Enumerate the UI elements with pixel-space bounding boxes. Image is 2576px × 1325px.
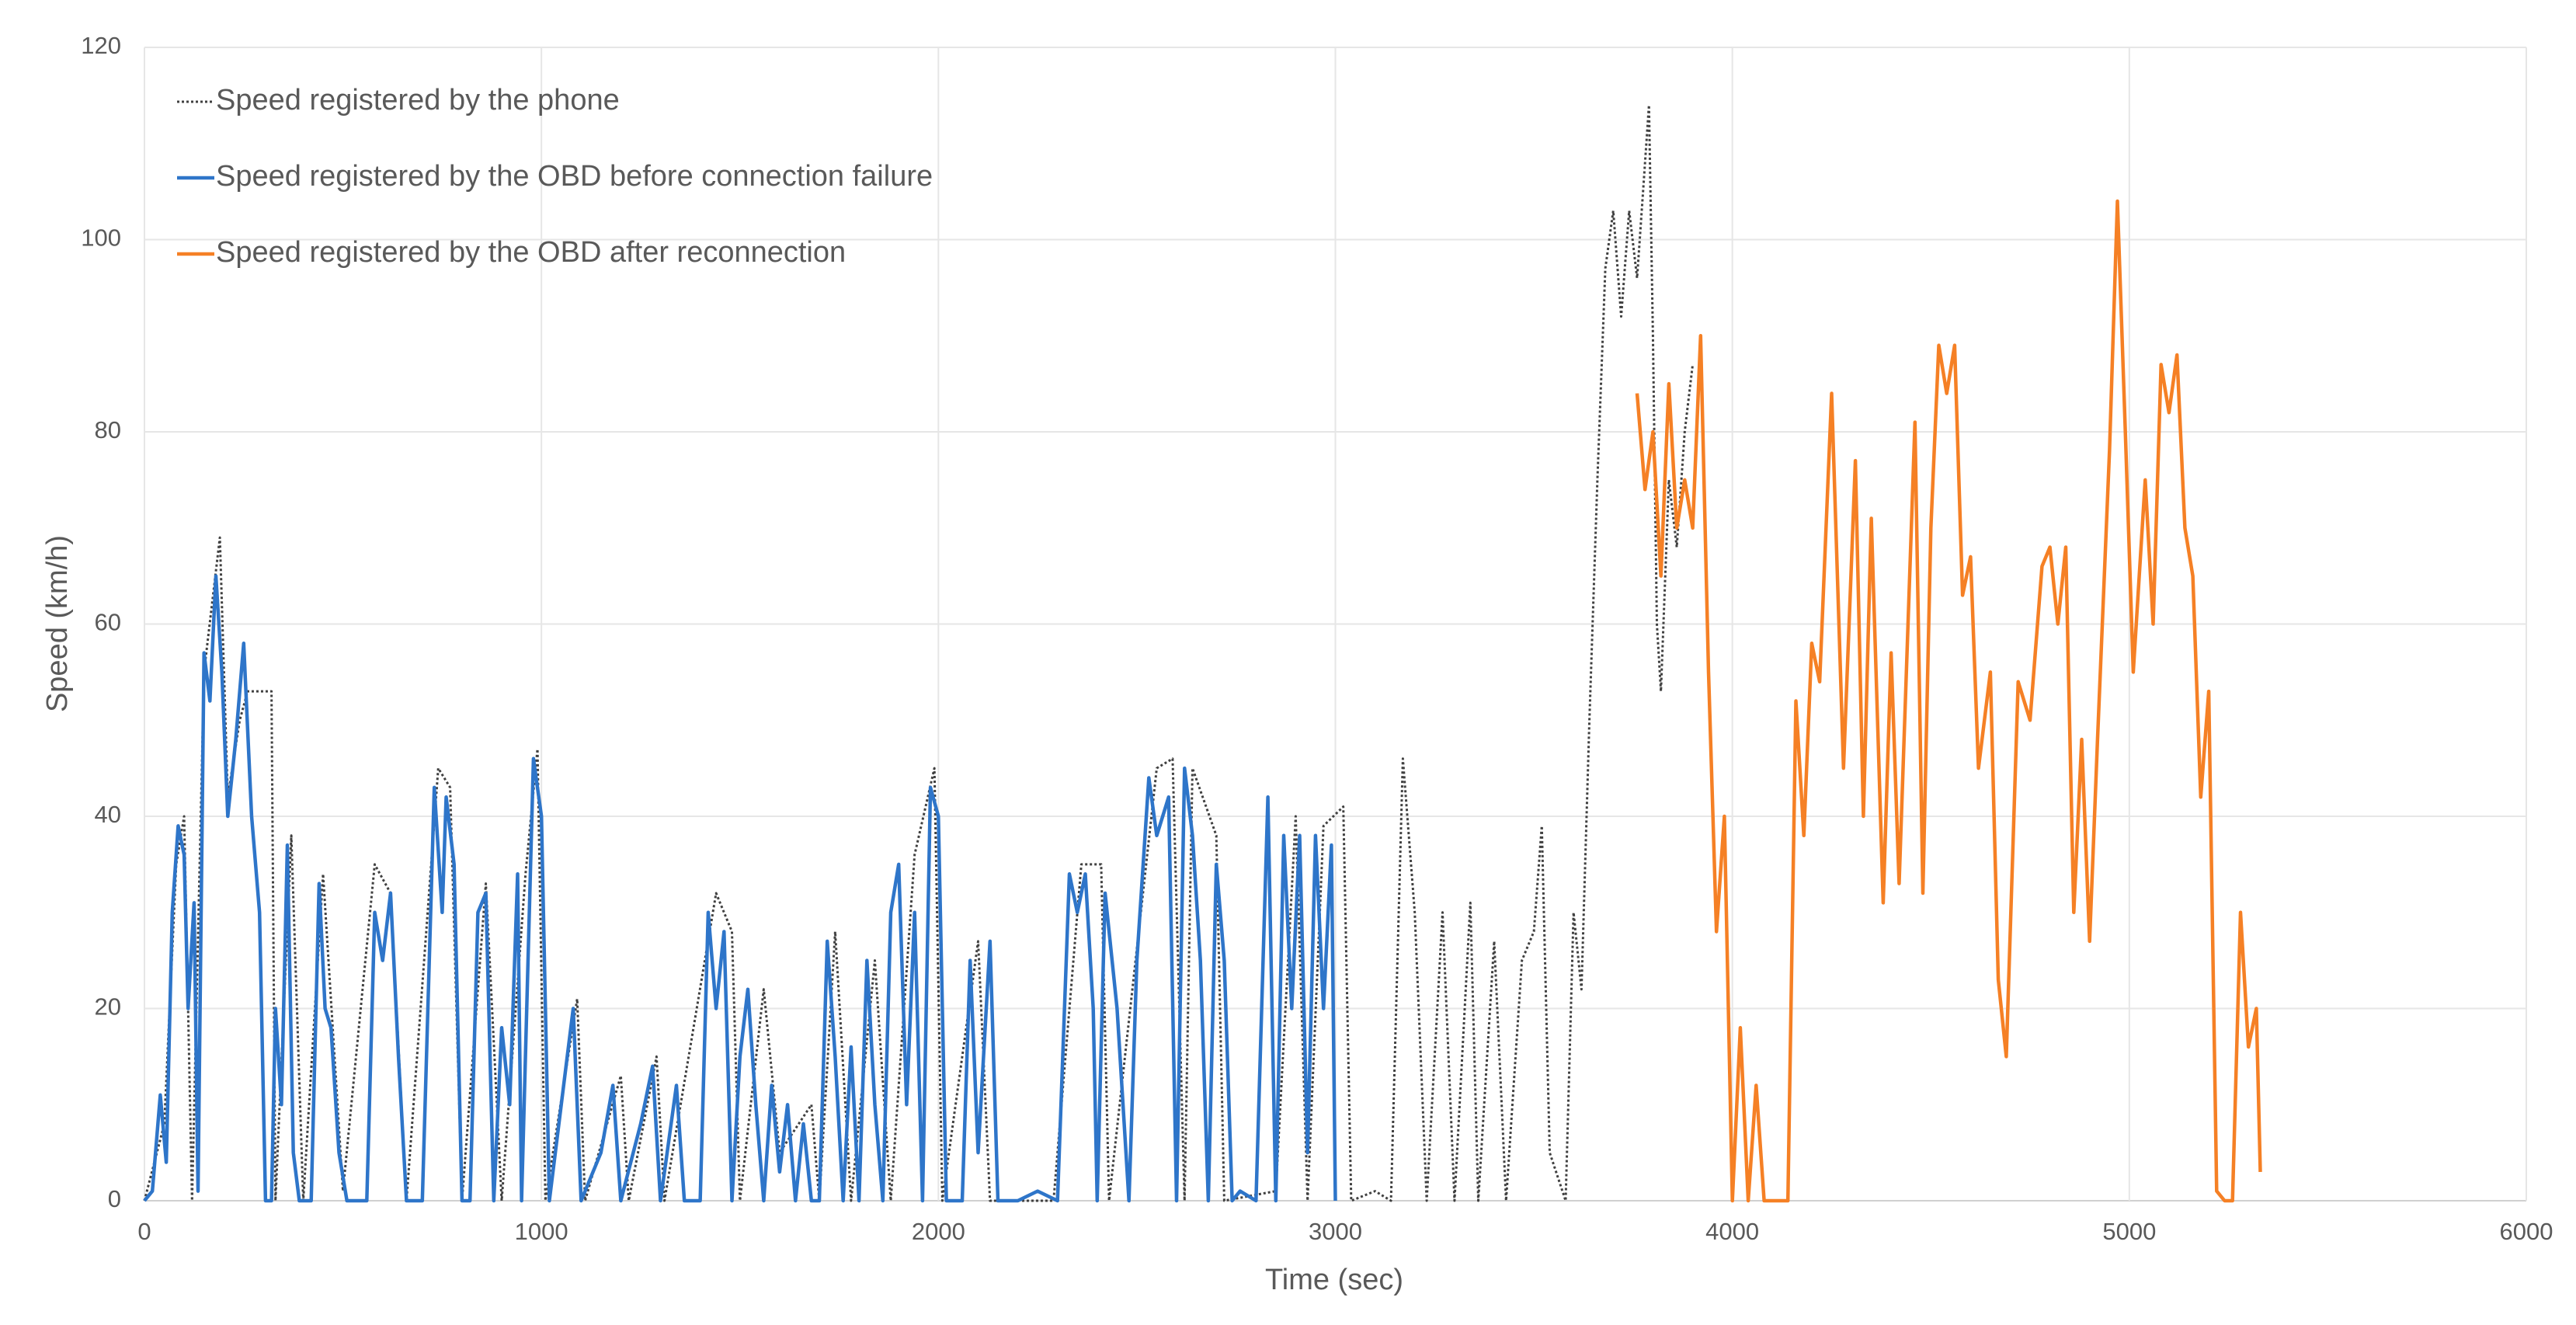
y-tick-label: 40 [95,801,121,828]
series-line [1635,199,2262,1203]
x-axis-title: Time (sec) [1265,1264,1403,1296]
x-tick-label: 2000 [912,1218,965,1245]
series-line [143,574,1337,1203]
y-tick-label: 0 [108,1185,121,1212]
x-tick-label: 0 [137,1218,151,1245]
y-tick-label: 120 [81,32,121,59]
y-tick-label: 60 [95,609,121,636]
y-tick-label: 20 [95,993,121,1021]
y-tick-label: 80 [95,416,121,443]
x-tick-label: 4000 [1705,1218,1759,1245]
x-tick-label: 3000 [1309,1218,1362,1245]
y-tick-label: 100 [81,224,121,252]
x-tick-label: 6000 [2500,1218,2553,1245]
y-axis-title: Speed (km/h) [41,535,74,712]
x-tick-label: 1000 [515,1218,568,1245]
legend-label: Speed registered by the OBD before conne… [216,160,933,193]
legend-label: Speed registered by the phone [216,84,620,117]
x-tick-label: 5000 [2102,1218,2156,1245]
legend-label: Speed registered by the OBD after reconn… [216,236,846,269]
